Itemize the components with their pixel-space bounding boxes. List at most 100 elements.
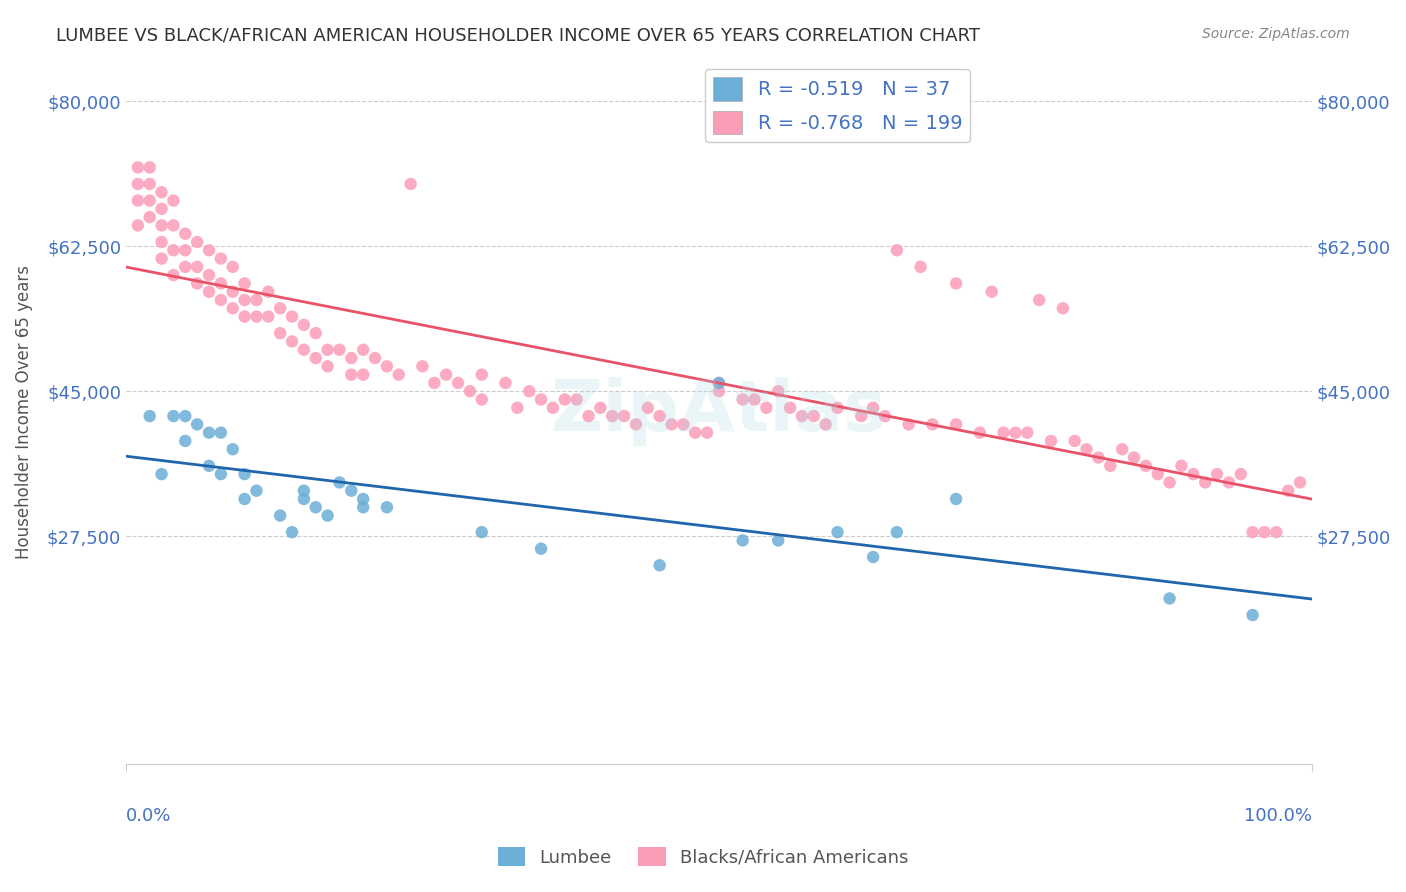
Point <box>186 235 208 249</box>
Point <box>150 467 173 482</box>
Point <box>138 409 160 423</box>
Point <box>305 500 328 515</box>
Point <box>707 376 730 390</box>
Point <box>1052 301 1074 316</box>
Point <box>921 417 943 432</box>
Point <box>565 392 588 407</box>
Point <box>1277 483 1299 498</box>
Point <box>980 285 1002 299</box>
Point <box>209 277 232 291</box>
Point <box>198 268 221 282</box>
Point <box>862 549 884 564</box>
Point <box>292 318 315 332</box>
Text: Source: ZipAtlas.com: Source: ZipAtlas.com <box>1202 27 1350 41</box>
Text: 100.0%: 100.0% <box>1244 806 1312 824</box>
Point <box>506 401 529 415</box>
Point <box>945 277 967 291</box>
Point <box>364 351 387 365</box>
Text: ZipAtlas: ZipAtlas <box>551 377 887 446</box>
Point <box>399 177 422 191</box>
Point <box>1028 293 1050 307</box>
Point <box>827 401 849 415</box>
Point <box>292 483 315 498</box>
Point <box>886 525 908 540</box>
Legend: R = -0.519   N = 37, R = -0.768   N = 199: R = -0.519 N = 37, R = -0.768 N = 199 <box>706 70 970 142</box>
Point <box>707 376 730 390</box>
Point <box>209 252 232 266</box>
Point <box>471 368 494 382</box>
Point <box>174 434 197 448</box>
Point <box>1289 475 1312 490</box>
Point <box>305 351 328 365</box>
Point <box>1040 434 1063 448</box>
Point <box>423 376 446 390</box>
Point <box>1146 467 1168 482</box>
Point <box>233 277 256 291</box>
Point <box>245 293 267 307</box>
Point <box>814 417 837 432</box>
Point <box>1218 475 1240 490</box>
Point <box>198 425 221 440</box>
Point <box>672 417 695 432</box>
Point <box>233 467 256 482</box>
Point <box>352 368 374 382</box>
Point <box>138 210 160 224</box>
Point <box>554 392 576 407</box>
Point <box>328 475 350 490</box>
Point <box>862 401 884 415</box>
Point <box>127 219 149 233</box>
Point <box>458 384 481 399</box>
Point <box>162 244 184 258</box>
Point <box>683 425 706 440</box>
Point <box>375 359 398 374</box>
Point <box>292 491 315 506</box>
Point <box>1241 525 1264 540</box>
Text: 0.0%: 0.0% <box>127 806 172 824</box>
Point <box>661 417 683 432</box>
Point <box>755 401 778 415</box>
Point <box>1076 442 1098 457</box>
Point <box>648 409 671 423</box>
Point <box>744 392 766 407</box>
Point <box>1087 450 1109 465</box>
Point <box>910 260 932 274</box>
Point <box>174 409 197 423</box>
Point <box>138 194 160 208</box>
Point <box>150 235 173 249</box>
Point <box>993 425 1015 440</box>
Point <box>945 417 967 432</box>
Point <box>1229 467 1251 482</box>
Point <box>696 425 718 440</box>
Point <box>269 508 291 523</box>
Point <box>352 491 374 506</box>
Point <box>222 442 245 457</box>
Point <box>198 244 221 258</box>
Point <box>305 326 328 341</box>
Point <box>127 194 149 208</box>
Point <box>281 310 304 324</box>
Point <box>209 425 232 440</box>
Point <box>174 227 197 241</box>
Point <box>127 161 149 175</box>
Point <box>790 409 813 423</box>
Point <box>945 491 967 506</box>
Point <box>471 525 494 540</box>
Text: LUMBEE VS BLACK/AFRICAN AMERICAN HOUSEHOLDER INCOME OVER 65 YEARS CORRELATION CH: LUMBEE VS BLACK/AFRICAN AMERICAN HOUSEHO… <box>56 27 980 45</box>
Point <box>1159 475 1181 490</box>
Point <box>873 409 896 423</box>
Point <box>1170 458 1192 473</box>
Point <box>624 417 647 432</box>
Point <box>222 285 245 299</box>
Point <box>138 161 160 175</box>
Point <box>1111 442 1133 457</box>
Point <box>316 343 339 357</box>
Point <box>897 417 920 432</box>
Point <box>233 293 256 307</box>
Point <box>411 359 433 374</box>
Point <box>1206 467 1229 482</box>
Point <box>257 310 280 324</box>
Point <box>1135 458 1157 473</box>
Point <box>245 310 267 324</box>
Point <box>352 500 374 515</box>
Point <box>447 376 470 390</box>
